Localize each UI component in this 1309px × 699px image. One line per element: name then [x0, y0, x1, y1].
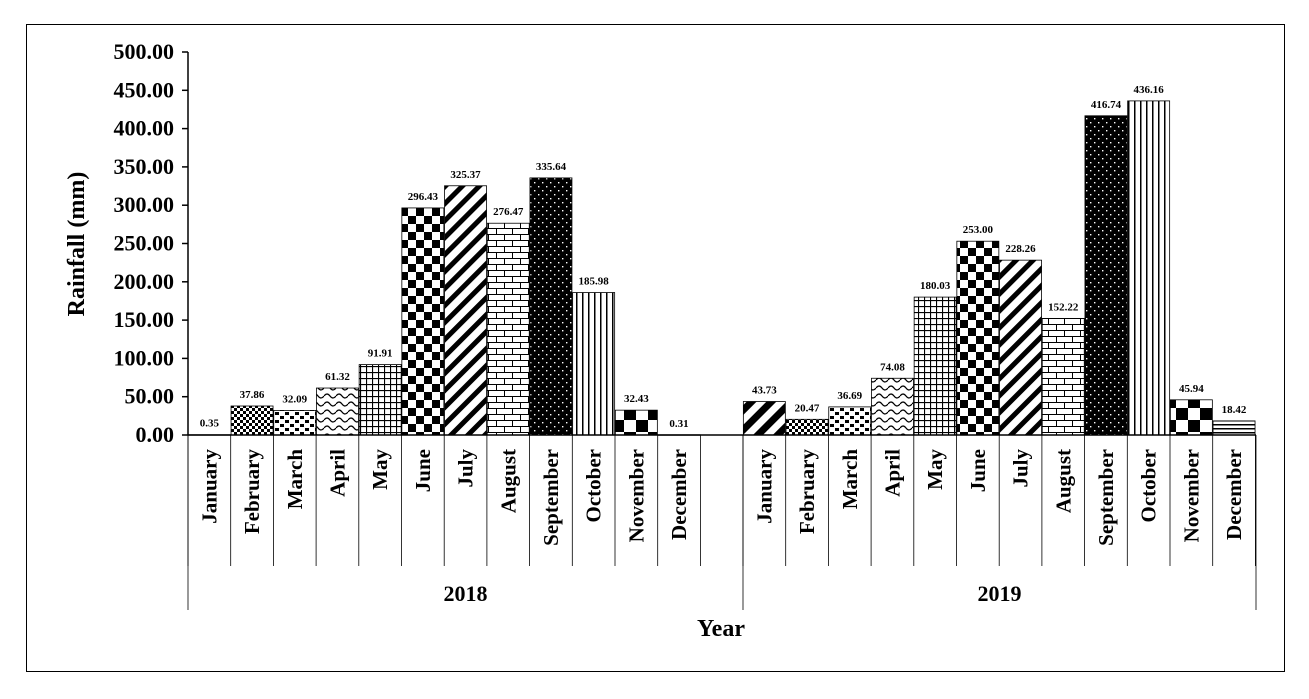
y-tick-label: 500.00 — [114, 39, 175, 64]
data-label: 0.35 — [200, 418, 220, 430]
data-label: 37.86 — [240, 389, 265, 401]
y-tick-label: 0.00 — [136, 422, 175, 447]
category-label: September — [539, 449, 563, 546]
category-label: March — [283, 449, 307, 510]
data-labels: 0.35 37.86 32.09 61.32 91.91 296.43 325.37 276.… — [200, 84, 1247, 430]
category-label: December — [1222, 449, 1246, 540]
bar-2018-november — [614, 409, 658, 436]
bar-2018-april — [316, 387, 359, 436]
data-label: 32.09 — [282, 393, 307, 405]
category-label: October — [582, 449, 606, 522]
y-tick-label: 400.00 — [114, 116, 175, 141]
bar-2018-march — [273, 410, 317, 436]
bar-2019-august — [1041, 317, 1085, 436]
category-label: March — [838, 449, 862, 510]
data-label: 152.22 — [1048, 301, 1079, 313]
data-label: 74.08 — [880, 361, 905, 373]
y-tick-label: 250.00 — [114, 231, 175, 256]
category-label: August — [1051, 449, 1075, 513]
bar-2018-august — [486, 222, 530, 436]
bar-2019-july — [999, 259, 1042, 436]
data-label: 180.03 — [920, 280, 951, 292]
bar-2018-july — [444, 185, 487, 436]
category-label: September — [1094, 449, 1118, 546]
bar-2019-november — [1169, 399, 1213, 436]
category-label: April — [880, 449, 904, 497]
y-tick-label: 150.00 — [114, 307, 175, 332]
data-label: 325.37 — [450, 169, 481, 181]
bars — [187, 100, 1256, 436]
data-label: 185.98 — [579, 276, 610, 288]
bar-2019-september — [1084, 115, 1128, 436]
bar-2018-june — [401, 207, 445, 436]
category-label: December — [667, 449, 691, 540]
data-label: 436.16 — [1134, 84, 1165, 96]
category-label: July — [454, 449, 478, 488]
y-tick-label: 100.00 — [114, 345, 175, 370]
bar-2019-march — [828, 406, 872, 436]
category-label: November — [1179, 449, 1203, 542]
category-label: October — [1137, 449, 1161, 522]
bar-2019-february — [785, 418, 829, 436]
bar-2018-february — [230, 405, 274, 436]
data-label: 36.69 — [837, 390, 862, 402]
bar-2018-october — [572, 292, 616, 436]
data-label: 18.42 — [1222, 404, 1247, 416]
bar-2018-september — [529, 177, 573, 436]
category-label: June — [966, 449, 990, 492]
y-axis-title: Rainfall (mm) — [64, 172, 90, 317]
data-label: 416.74 — [1091, 99, 1122, 111]
data-label: 61.32 — [325, 371, 350, 383]
data-label: 0.31 — [669, 418, 688, 430]
category-label: January — [197, 449, 221, 524]
y-axis: 0.00 50.00 100.00 150.00 200.00 250.00 300.00 3… — [114, 39, 189, 447]
category-label: November — [624, 449, 648, 542]
data-label: 276.47 — [493, 206, 524, 218]
y-tick-label: 200.00 — [114, 269, 175, 294]
category-label: May — [923, 449, 947, 490]
category-label: January — [752, 449, 776, 524]
y-tick-label: 350.00 — [114, 154, 175, 179]
bar-2019-may — [913, 296, 957, 436]
data-label: 335.64 — [536, 161, 567, 173]
y-tick-label: 50.00 — [125, 384, 175, 409]
category-label: February — [240, 449, 264, 535]
category-label: July — [1009, 449, 1033, 488]
category-label: February — [795, 449, 819, 535]
x-axis: January February March April May June July Augu… — [187, 434, 1257, 610]
x-axis-title: Year — [697, 616, 745, 642]
data-label: 91.91 — [368, 348, 393, 360]
y-tick-label: 300.00 — [114, 192, 175, 217]
data-label: 253.00 — [963, 224, 994, 236]
y-tick-label: 450.00 — [114, 77, 175, 102]
category-label: June — [411, 449, 435, 492]
data-label: 228.26 — [1005, 243, 1036, 255]
group-label-2018: 2018 — [444, 581, 488, 606]
bar-2019-october — [1127, 100, 1171, 436]
bar-2019-april — [871, 377, 914, 436]
category-label: May — [368, 449, 392, 490]
category-label: August — [496, 449, 520, 513]
data-label: 43.73 — [752, 385, 777, 397]
category-label: April — [325, 449, 349, 497]
data-label: 32.43 — [624, 393, 649, 405]
bar-2019-december — [1212, 420, 1256, 436]
data-label: 45.94 — [1179, 383, 1204, 395]
bar-2019-june — [956, 240, 1000, 436]
group-label-2019: 2019 — [978, 581, 1022, 606]
bar-2018-may — [358, 364, 402, 436]
data-label: 20.47 — [795, 402, 820, 414]
bar-2019-january — [742, 401, 786, 436]
data-label: 296.43 — [408, 191, 439, 203]
